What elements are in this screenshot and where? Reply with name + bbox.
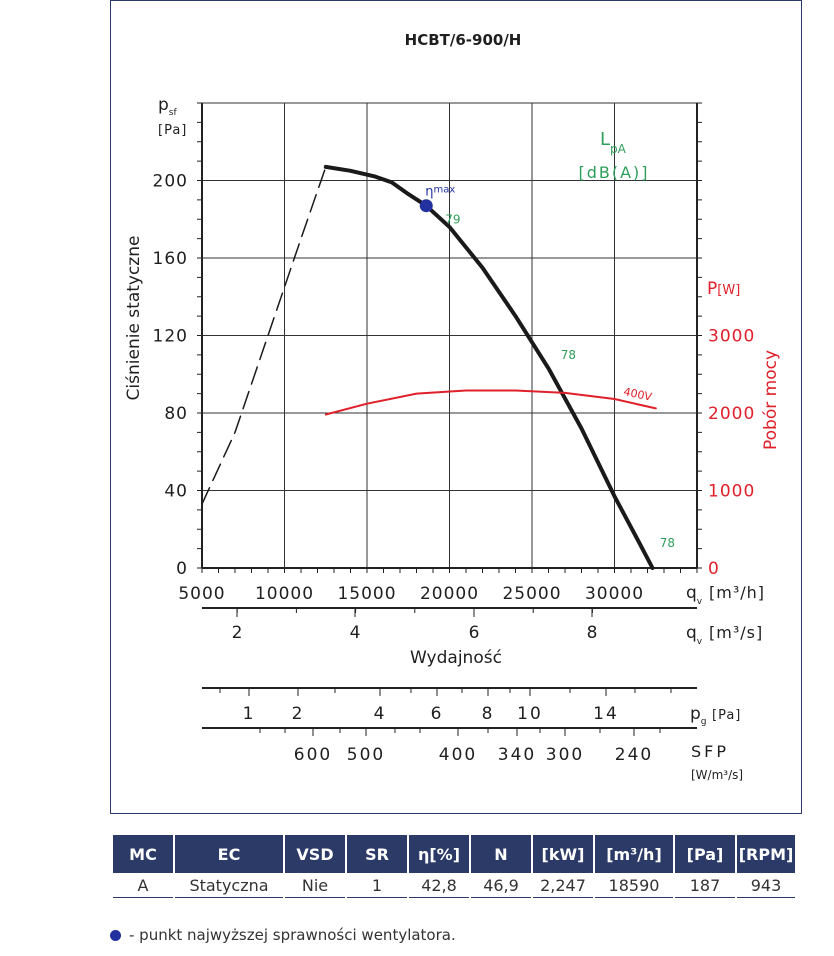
series-label-400v: 400V [622, 385, 653, 404]
y-axis-title: Ciśnienie statyczne [124, 236, 144, 401]
pg-tick-label: 6 [431, 704, 444, 724]
sfp-tick-label: 400 [439, 745, 477, 765]
noise-label: 78 [561, 348, 576, 362]
pg-axis-unit: [Pa] [712, 708, 741, 723]
table-header-pa: [Pa] [675, 835, 735, 873]
x2-axis-symbol: qv [686, 623, 703, 647]
y-tick-label: 160 [153, 249, 188, 269]
sfp-axis-label: SFP [691, 742, 729, 761]
sfp-tick-label: 500 [347, 745, 385, 765]
table-cell-eta: 42,8 [409, 873, 469, 898]
table-header-vsd: VSD [285, 835, 345, 873]
x-tick-label: 15000 [337, 584, 396, 604]
table-header-ec: EC [175, 835, 283, 873]
x2-tick-label: 6 [469, 623, 480, 643]
table-header-eta: η[%] [409, 835, 469, 873]
x-axis-title: Wydajność [410, 648, 502, 668]
y-axis-symbol: psf [158, 95, 177, 118]
y-tick-label: 0 [176, 559, 188, 579]
table-cell-mc: A [113, 873, 173, 898]
eta-max-point [419, 199, 433, 213]
pg-tick-label: 8 [482, 704, 495, 724]
x-tick-label: 5000 [178, 584, 225, 604]
pg-axis-symbol: pg [690, 704, 707, 727]
pg-tick-label: 14 [593, 704, 619, 724]
table-header-mc: MC [113, 835, 173, 873]
lpa-unit: [dB(A)] [578, 163, 649, 182]
pg-tick-label: 2 [292, 704, 305, 724]
y2-tick-label: 3000 [708, 327, 755, 347]
x-tick-label: 10000 [255, 584, 314, 604]
table-header-rpm: [RPM] [737, 835, 795, 873]
table-header-kw: [kW] [533, 835, 593, 873]
x2-tick-label: 8 [587, 623, 598, 643]
sfp-tick-label: 300 [546, 745, 584, 765]
table-cell-rpm: 943 [737, 873, 795, 898]
x-tick-label: 25000 [502, 584, 561, 604]
x-axis-symbol: qv [686, 583, 703, 607]
y2-tick-label: 2000 [708, 404, 755, 424]
y-tick-label: 80 [164, 404, 188, 424]
chart-title: HCBT/6-900/H [405, 31, 522, 49]
table-header-n: N [471, 835, 531, 873]
y-axis-unit: [Pa] [158, 123, 187, 138]
pg-tick-label: 1 [243, 704, 256, 724]
lpa-label: LpA [600, 129, 627, 156]
pg-tick-label: 4 [374, 704, 387, 724]
x-axis-unit: [m³/h] [709, 583, 765, 602]
sfp-tick-label: 600 [294, 745, 332, 765]
table-row: A Statyczna Nie 1 42,8 46,9 2,247 18590 … [113, 873, 795, 898]
x2-tick-label: 2 [232, 623, 243, 643]
noise-label: 79 [445, 212, 460, 226]
x-tick-label: 20000 [420, 584, 479, 604]
table-header-row: MC EC VSD SR η[%] N [kW] [m³/h] [Pa] [RP… [113, 835, 795, 873]
y-tick-label: 200 [153, 172, 188, 192]
legend-note: - punkt najwyższej sprawności wentylator… [110, 926, 456, 944]
sfp-tick-label: 240 [615, 745, 653, 765]
table-cell-kw: 2,247 [533, 873, 593, 898]
sfp-axis-unit: [W/m³/s] [691, 768, 743, 782]
table-cell-sr: 1 [347, 873, 407, 898]
spec-table: MC EC VSD SR η[%] N [kW] [m³/h] [Pa] [RP… [111, 835, 797, 898]
series-line-static-pressure [323, 164, 655, 570]
y2-tick-label: 1000 [708, 482, 755, 502]
y-tick-label: 40 [164, 482, 188, 502]
table-header-m3h: [m³/h] [595, 835, 673, 873]
table-cell-vsd: Nie [285, 873, 345, 898]
pg-tick-label: 10 [517, 704, 543, 724]
table-cell-ec: Statyczna [175, 873, 283, 898]
noise-label: 78 [660, 536, 675, 550]
chart: HCBT/6-900/H0408012016020001000200030005… [124, 31, 781, 782]
efficiency-point-icon [110, 929, 121, 941]
table-cell-m3h: 18590 [595, 873, 673, 898]
legend-text: - punkt najwyższej sprawności wentylator… [129, 926, 456, 944]
series-line-400V [324, 389, 657, 416]
sfp-tick-label: 340 [498, 745, 536, 765]
x2-axis-unit: [m³/s] [709, 623, 763, 642]
y-tick-label: 120 [153, 327, 188, 347]
chart-frame [110, 0, 802, 814]
table-cell-pa: 187 [675, 873, 735, 898]
x-tick-label: 30000 [585, 584, 644, 604]
table-cell-n: 46,9 [471, 873, 531, 898]
table-header-sr: SR [347, 835, 407, 873]
y2-axis-symbol: P[W] [707, 279, 740, 299]
series-line-stall-region [201, 166, 327, 505]
x2-tick-label: 4 [350, 623, 361, 643]
y2-axis-title: Pobór mocy [761, 350, 781, 450]
eta-max-label: ηmax [425, 185, 455, 200]
y2-tick-label: 0 [708, 559, 720, 579]
